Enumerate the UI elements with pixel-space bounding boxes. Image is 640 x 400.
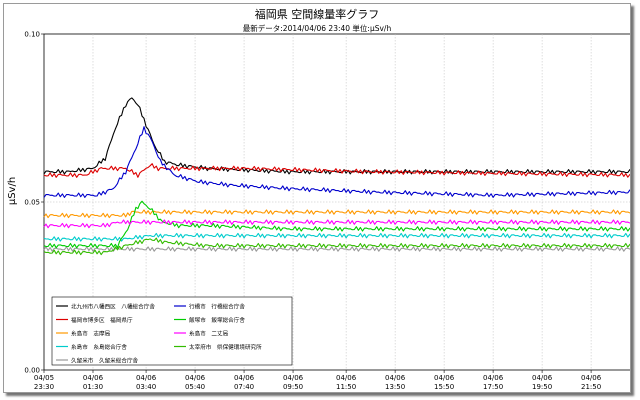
- legend-label: 糸島市 二丈局: [189, 329, 229, 337]
- x-tick-label-date: 04/06: [483, 374, 504, 382]
- x-tick-label-date: 04/06: [532, 374, 553, 382]
- x-tick-label-time: 15:50: [434, 383, 454, 391]
- chart-title: 福岡県 空間線量率グラフ: [255, 7, 380, 21]
- x-tick-label-time: 05:40: [185, 383, 205, 391]
- y-axis-label: μSv/h: [7, 177, 18, 205]
- legend-label: 北九州市八幡西区 八幡総合庁舎: [71, 302, 155, 310]
- series-layer: [43, 97, 637, 256]
- x-tick-label-time: 19:50: [532, 383, 552, 391]
- series-line: [43, 219, 637, 229]
- x-tick-label-date: 04/06: [185, 374, 206, 382]
- legend-label: 糸島市 志摩局: [71, 329, 111, 337]
- chart-frame: 福岡県 空間線量率グラフ 最新データ:2014/04/06 23:40 単位:μ…: [3, 3, 637, 393]
- series-line: [43, 200, 637, 249]
- x-tick-label-date: 04/06: [581, 374, 602, 382]
- x-tick-label-date: 04/06: [336, 374, 357, 382]
- series-line: [43, 163, 637, 178]
- x-tick-label-time: 13:50: [385, 383, 405, 391]
- chart-subtitle: 最新データ:2014/04/06 23:40 単位:μSv/h: [243, 23, 392, 33]
- x-tick-label-time: 09:50: [283, 383, 303, 391]
- y-tick-label: 0.00: [24, 367, 40, 375]
- legend-label: 福岡市博多区 福岡県庁: [71, 316, 133, 324]
- legend-label: 太宰府市 県保健環境研究所: [189, 343, 262, 351]
- series-line: [43, 237, 637, 256]
- x-tick-label-time: 17:50: [483, 383, 503, 391]
- series-line: [43, 232, 637, 242]
- chart-svg: 福岡県 空間線量率グラフ 最新データ:2014/04/06 23:40 単位:μ…: [7, 7, 637, 392]
- x-tick-label-date: 04/05: [34, 374, 54, 382]
- axes: 04/0523:3004/0601:3004/0603:4004/0605:40…: [24, 31, 601, 392]
- x-tick-label-date: 04/06: [434, 374, 455, 382]
- x-tick-label-time: 07:40: [234, 383, 254, 391]
- x-tick-label-date: 04/06: [385, 374, 406, 382]
- x-tick-label-time: 11:50: [336, 383, 356, 391]
- x-tick-label-time: 23:30: [34, 383, 54, 391]
- legend-label: 行橋市 行橋総合庁舎: [189, 302, 245, 310]
- legend-box: [51, 296, 293, 366]
- x-tick-label-time: 01:30: [83, 383, 103, 391]
- y-tick-label: 0.05: [24, 199, 40, 207]
- x-tick-label-time: 21:50: [581, 383, 601, 391]
- x-tick-label-date: 04/06: [283, 374, 304, 382]
- legend-label: 糸島市 糸島総合庁舎: [71, 343, 127, 351]
- legend-label: 久留米市 久留米総合庁舎: [71, 356, 139, 364]
- x-tick-label-date: 04/06: [136, 374, 157, 382]
- series-line: [43, 97, 637, 175]
- series-line: [43, 246, 637, 252]
- x-tick-label-date: 04/06: [234, 374, 255, 382]
- x-tick-label-date: 04/06: [83, 374, 104, 382]
- x-tick-label-time: 03:40: [136, 383, 156, 391]
- y-tick-label: 0.10: [24, 31, 40, 39]
- series-line: [43, 126, 637, 198]
- series-line: [43, 209, 637, 219]
- legend-label: 飯塚市 飯塚総合庁舎: [189, 316, 245, 324]
